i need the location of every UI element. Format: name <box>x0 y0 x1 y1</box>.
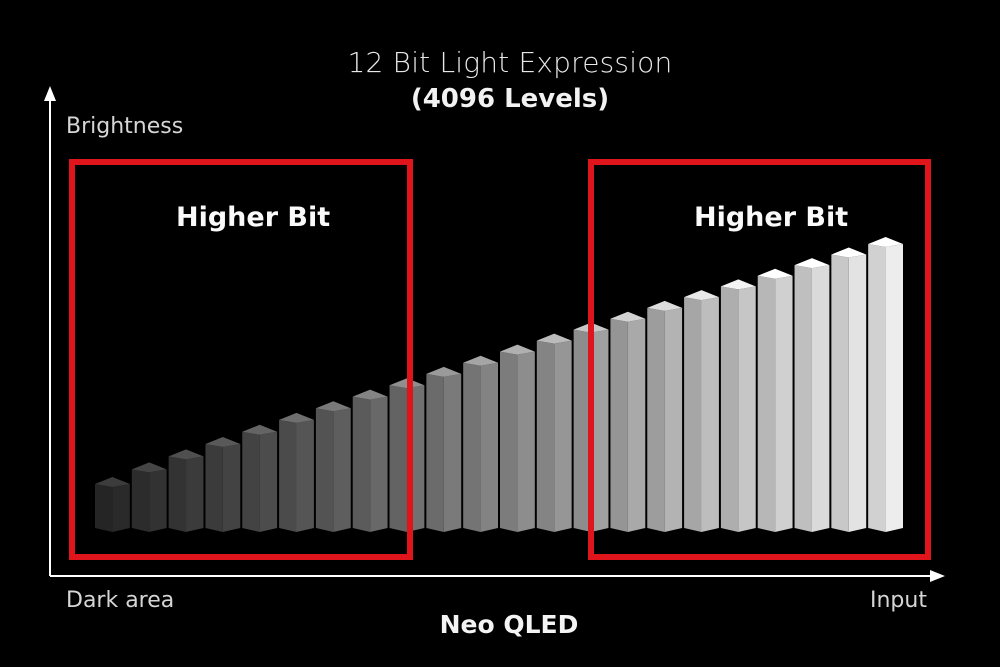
highlight-box-bright-label: Higher Bit <box>694 202 849 233</box>
diagram-subtitle: (4096 Levels) <box>410 84 610 114</box>
brightness-bar <box>242 424 278 532</box>
brightness-bar <box>536 333 572 532</box>
brightness-bar <box>426 366 462 532</box>
brightness-bar <box>573 322 609 532</box>
brightness-bar <box>610 311 646 532</box>
brightness-bar <box>684 290 719 532</box>
brightness-bar <box>868 237 903 532</box>
brightness-bar <box>720 279 756 532</box>
brightness-bar <box>205 436 241 532</box>
x-axis-end-label: Input <box>870 588 927 613</box>
y-axis-arrow-icon <box>44 86 56 101</box>
x-axis-arrow-icon <box>930 570 945 582</box>
y-axis-label: Brightness <box>66 114 184 139</box>
highlight-box-dark <box>69 159 413 560</box>
brightness-bar <box>463 355 498 532</box>
product-name-label: Neo QLED <box>439 610 579 639</box>
brightness-bar <box>794 258 830 532</box>
brightness-bar <box>352 389 388 532</box>
highlight-box-bright <box>588 159 931 560</box>
brightness-bar <box>279 412 314 532</box>
diagram-title: 12 Bit Light Expression <box>347 46 673 79</box>
brightness-bars <box>95 237 903 532</box>
brightness-bar <box>647 300 683 532</box>
highlight-box-dark-label: Higher Bit <box>176 202 331 233</box>
brightness-bar <box>95 477 130 532</box>
x-axis-start-label: Dark area <box>66 588 175 613</box>
brightness-bar <box>831 247 867 532</box>
brightness-bar <box>757 268 793 532</box>
brightness-bar <box>168 449 204 532</box>
brightness-bar <box>389 378 425 532</box>
brightness-bar <box>315 401 351 532</box>
brightness-bar <box>500 344 535 532</box>
brightness-bar <box>131 462 167 532</box>
